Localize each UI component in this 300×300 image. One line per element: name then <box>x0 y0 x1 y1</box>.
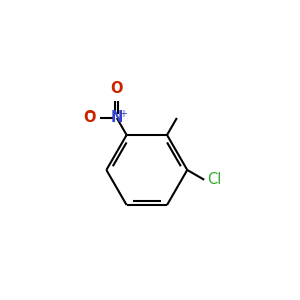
Text: N: N <box>111 110 123 125</box>
Text: Cl: Cl <box>207 172 221 187</box>
Text: +: + <box>119 109 127 119</box>
Text: O: O <box>83 110 96 125</box>
Text: O: O <box>110 82 123 97</box>
Text: −: − <box>87 108 97 118</box>
